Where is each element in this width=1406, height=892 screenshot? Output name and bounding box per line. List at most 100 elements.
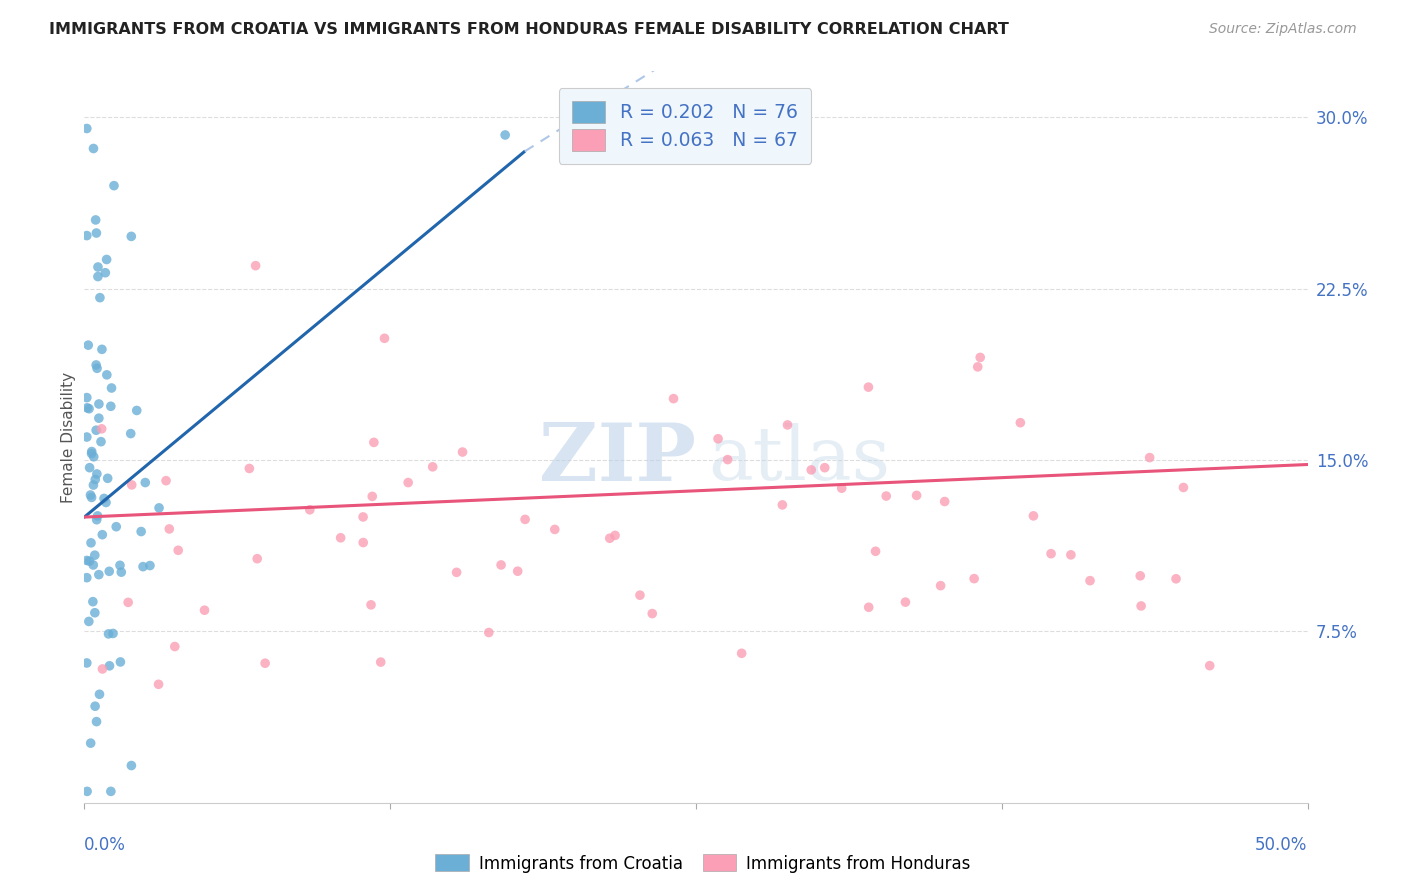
Point: [87, 411, 110, 425]
Point: [707, 432, 730, 446]
Point: [139, 558, 162, 573]
Point: [84, 358, 107, 372]
Point: [1130, 599, 1153, 613]
Point: [97, 627, 120, 641]
Point: [87, 260, 110, 274]
Point: [1010, 416, 1032, 430]
Point: [108, 558, 131, 573]
Point: [76, 228, 98, 243]
Point: [934, 494, 956, 508]
Point: [93, 491, 115, 506]
Point: [155, 474, 177, 488]
Point: [96, 368, 118, 382]
Point: [129, 524, 152, 539]
Point: [97, 471, 120, 485]
Point: [1173, 480, 1195, 494]
Point: [363, 435, 385, 450]
Point: [770, 498, 793, 512]
Point: [120, 758, 142, 772]
Point: [513, 512, 536, 526]
Point: [76, 571, 98, 585]
Text: 50.0%: 50.0%: [1256, 836, 1308, 854]
Point: [90, 422, 112, 436]
Point: [120, 229, 142, 244]
Point: [800, 463, 823, 477]
Point: [603, 528, 626, 542]
Point: [80, 444, 103, 458]
Point: [717, 452, 740, 467]
Point: [1129, 569, 1152, 583]
Point: [361, 489, 384, 503]
Point: [90, 343, 112, 357]
Point: [446, 566, 468, 580]
Point: [370, 655, 392, 669]
Point: [865, 544, 887, 558]
Point: [329, 531, 352, 545]
Point: [100, 381, 122, 395]
Point: [83, 606, 105, 620]
Point: [91, 527, 114, 541]
Point: [79, 460, 101, 475]
Point: [100, 399, 122, 413]
Point: [894, 595, 917, 609]
Point: [103, 178, 125, 193]
Point: [544, 523, 567, 537]
Text: IMMIGRANTS FROM CROATIA VS IMMIGRANTS FROM HONDURAS FEMALE DISABILITY CORRELATIO: IMMIGRANTS FROM CROATIA VS IMMIGRANTS FR…: [49, 22, 1010, 37]
Point: [84, 213, 107, 227]
Text: atlas: atlas: [709, 423, 890, 496]
Point: [238, 461, 260, 475]
Point: [89, 291, 111, 305]
Point: [86, 361, 108, 376]
Point: [641, 607, 664, 621]
Point: [451, 445, 474, 459]
Point: [628, 588, 651, 602]
Point: [1198, 658, 1220, 673]
Text: ZIP: ZIP: [538, 420, 696, 498]
Point: [489, 558, 512, 572]
Point: [254, 657, 277, 671]
Point: [148, 500, 170, 515]
Point: [730, 646, 752, 660]
Point: [90, 434, 112, 449]
Point: [245, 259, 267, 273]
Point: [422, 459, 444, 474]
Point: [776, 417, 799, 432]
Point: [478, 625, 501, 640]
Point: [82, 595, 104, 609]
Point: [84, 423, 107, 437]
Point: [298, 502, 321, 516]
Point: [193, 603, 215, 617]
Point: [121, 478, 143, 492]
Point: [101, 626, 124, 640]
Point: [96, 252, 118, 267]
Point: [125, 403, 148, 417]
Point: [76, 656, 98, 670]
Point: [86, 226, 108, 240]
Point: [86, 714, 108, 729]
Y-axis label: Female Disability: Female Disability: [60, 371, 76, 503]
Point: [83, 450, 105, 464]
Point: [969, 351, 991, 365]
Point: [858, 600, 880, 615]
Point: [98, 658, 121, 673]
Point: [80, 536, 103, 550]
Point: [1164, 572, 1187, 586]
Point: [134, 475, 156, 490]
Point: [494, 128, 516, 142]
Point: [1022, 508, 1045, 523]
Point: [94, 266, 117, 280]
Point: [360, 598, 382, 612]
Point: [352, 535, 374, 549]
Point: [132, 559, 155, 574]
Point: [86, 508, 108, 523]
Point: [875, 489, 897, 503]
Point: [599, 531, 621, 545]
Point: [82, 141, 104, 155]
Point: [87, 269, 110, 284]
Point: [79, 736, 101, 750]
Point: [373, 331, 395, 345]
Point: [662, 392, 685, 406]
Point: [76, 553, 98, 567]
Point: [89, 687, 111, 701]
Point: [86, 467, 108, 481]
